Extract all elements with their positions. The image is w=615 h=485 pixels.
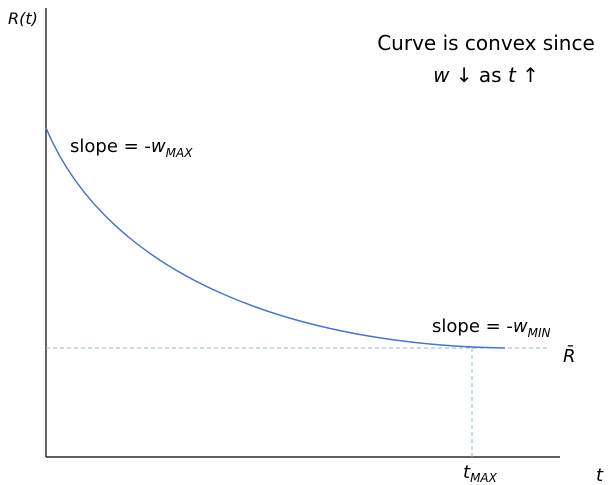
caption-line1: Curve is convex since <box>377 31 595 55</box>
slope-max-prefix: slope = - <box>70 136 151 157</box>
caption-end: ↑ <box>516 63 539 87</box>
caption-t: t <box>508 63 517 87</box>
caption-mid: ↓ as <box>449 63 508 87</box>
slope-min-subscript: MIN <box>528 326 551 340</box>
slope-min-label: slope = -wMIN <box>432 316 551 340</box>
slope-max-subscript: MAX <box>166 146 194 160</box>
y-axis-label: R(t) <box>8 9 38 28</box>
slope-min-symbol: w <box>513 316 528 337</box>
r-bar-label: R̄ <box>563 345 576 367</box>
slope-max-symbol: w <box>151 136 166 157</box>
curve <box>45 127 506 349</box>
x-axis-label: t <box>596 465 604 485</box>
caption-w: w <box>433 63 450 87</box>
caption-line2: w ↓ as t ↑ <box>433 63 539 87</box>
slope-min-prefix: slope = - <box>432 316 513 337</box>
t-max-symbol: t <box>463 462 471 483</box>
t-max-label: tMAX <box>463 462 498 485</box>
slope-max-label: slope = -wMAX <box>70 136 193 160</box>
t-max-subscript: MAX <box>470 471 498 485</box>
